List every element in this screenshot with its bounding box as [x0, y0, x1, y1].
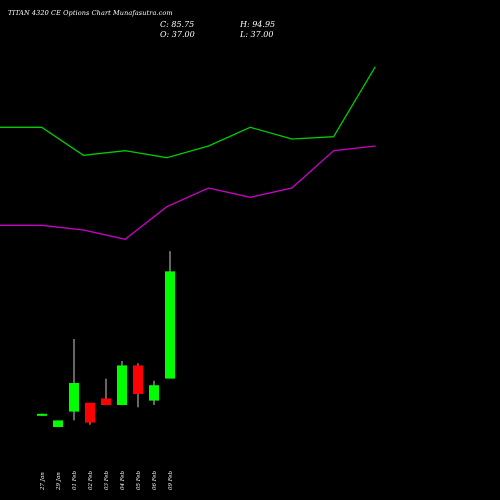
x-tick-label: 01 Feb: [72, 470, 78, 490]
candle-body: [149, 385, 159, 401]
chart-title: TITAN 4320 CE Options Chart Munafasutra.…: [8, 9, 173, 17]
x-tick-label: 02 Feb: [88, 470, 94, 490]
indicator-line-0: [0, 66, 376, 159]
low-value: L: 37.00: [240, 30, 274, 39]
high-value: H: 94.95: [240, 20, 276, 29]
x-tick-label: 04 Feb: [120, 470, 126, 490]
x-tick-label: 05 Feb: [136, 470, 142, 490]
candle-body: [69, 383, 79, 412]
open-value: O: 37.00: [160, 30, 195, 39]
candle-body: [85, 402, 95, 423]
x-tick-label: 27 Jan: [40, 472, 46, 491]
candle-body: [37, 413, 47, 416]
candle-body: [117, 365, 127, 405]
candle-body: [165, 271, 175, 379]
x-tick-label: 03 Feb: [104, 470, 110, 490]
candle-body: [133, 365, 143, 394]
x-tick-label: 06 Feb: [152, 470, 158, 490]
candle-body: [101, 398, 111, 405]
x-tick-label: 09 Feb: [168, 470, 174, 490]
x-tick-label: 29 Jan: [56, 472, 62, 491]
indicator-line-1: [0, 145, 376, 241]
candle-body: [53, 420, 63, 427]
close-value: C: 85.75: [160, 20, 195, 29]
